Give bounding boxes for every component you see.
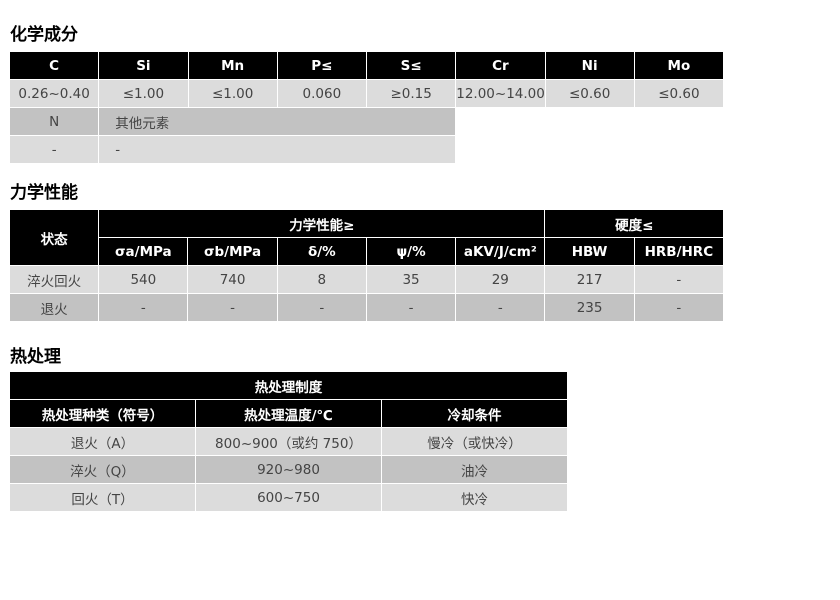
value-cell: 快冷 (382, 484, 568, 511)
value-cell: ≥0.15 (367, 80, 456, 107)
value-cell: - (188, 294, 277, 321)
mech-table: 状态 力学性能≥ 硬度≤ σa/MPa σb/MPa δ/% ψ/% aKV/J… (9, 209, 724, 322)
header-cell: Si (99, 52, 188, 79)
value-cell: - (634, 266, 723, 293)
value-cell: 800~900（或约 750） (196, 428, 381, 455)
header-cell: Mo (634, 52, 723, 79)
value-cell: 235 (545, 294, 634, 321)
value-cell: ≤1.00 (188, 80, 277, 107)
heat-title: 热处理 (10, 347, 61, 367)
chem-table: C Si Mn P≤ S≤ Cr Ni Mo 0.26~0.40 ≤1.00 ≤… (9, 51, 724, 164)
header-cell: C (10, 52, 99, 79)
header-cell: Mn (188, 52, 277, 79)
table-row: N 其他元素 (10, 108, 723, 135)
value-cell: - (456, 294, 545, 321)
value-cell: 淬火（Q） (10, 456, 195, 483)
header-cell: 冷却条件 (382, 400, 568, 427)
state-header: 状态 (10, 210, 99, 265)
value-cell: 29 (456, 266, 545, 293)
heat-caption: 热处理制度 (10, 372, 568, 399)
value-cell: 920~980 (196, 456, 381, 483)
table-row: 退火（A） 800~900（或约 750） 慢冷（或快冷） (10, 428, 568, 455)
value-cell: ≤0.60 (634, 80, 723, 107)
header-cell: HRB/HRC (634, 238, 723, 265)
header-cell: aKV/J/cm² (456, 238, 545, 265)
table-row: 0.26~0.40 ≤1.00 ≤1.00 0.060 ≥0.15 12.00~… (10, 80, 723, 107)
header-cell: HBW (545, 238, 634, 265)
header-cell: Cr (456, 52, 545, 79)
heat-table: 热处理制度 热处理种类（符号） 热处理温度/℃ 冷却条件 退火（A） 800~9… (9, 371, 568, 512)
header-cell: Ni (545, 52, 634, 79)
value-cell: 0.060 (277, 80, 366, 107)
table-row: 退火 - - - - - 235 - (10, 294, 723, 321)
chem-title: 化学成分 (10, 25, 78, 45)
value-cell: ≤1.00 (99, 80, 188, 107)
value-cell: 540 (99, 266, 188, 293)
value-cell: - (99, 294, 188, 321)
value-cell: 8 (277, 266, 366, 293)
value-cell: - (634, 294, 723, 321)
header-cell: 其他元素 (99, 108, 456, 135)
group-header: 力学性能≥ (99, 210, 545, 237)
header-cell: σa/MPa (99, 238, 188, 265)
value-cell: 油冷 (382, 456, 568, 483)
value-cell: 217 (545, 266, 634, 293)
table-row: 淬火（Q） 920~980 油冷 (10, 456, 568, 483)
header-cell: δ/% (277, 238, 366, 265)
value-cell: 600~750 (196, 484, 381, 511)
value-cell: ≤0.60 (545, 80, 634, 107)
value-cell: 12.00~14.00 (456, 80, 545, 107)
mech-title: 力学性能 (10, 183, 78, 203)
value-cell: - (366, 294, 456, 321)
value-cell: 回火（T） (10, 484, 195, 511)
value-cell: 740 (188, 266, 277, 293)
group-header: 硬度≤ (545, 210, 723, 237)
value-cell: - (99, 136, 456, 163)
header-cell: S≤ (367, 52, 456, 79)
header-cell: P≤ (277, 52, 366, 79)
table-row: 回火（T） 600~750 快冷 (10, 484, 568, 511)
value-cell: 35 (366, 266, 456, 293)
header-cell: σb/MPa (188, 238, 277, 265)
header-cell: 热处理种类（符号） (10, 400, 195, 427)
header-cell: ψ/% (366, 238, 456, 265)
value-cell: - (10, 136, 99, 163)
value-cell: 退火（A） (10, 428, 195, 455)
table-row: 淬火回火 540 740 8 35 29 217 - (10, 266, 723, 293)
state-cell: 淬火回火 (10, 266, 99, 293)
state-cell: 退火 (10, 294, 99, 321)
value-cell: 0.26~0.40 (10, 80, 99, 107)
value-cell: 慢冷（或快冷） (382, 428, 568, 455)
value-cell: - (277, 294, 366, 321)
table-row: - - (10, 136, 723, 163)
header-cell: N (10, 108, 99, 135)
chem-header-row: C Si Mn P≤ S≤ Cr Ni Mo (10, 52, 723, 79)
header-cell: 热处理温度/℃ (196, 400, 381, 427)
